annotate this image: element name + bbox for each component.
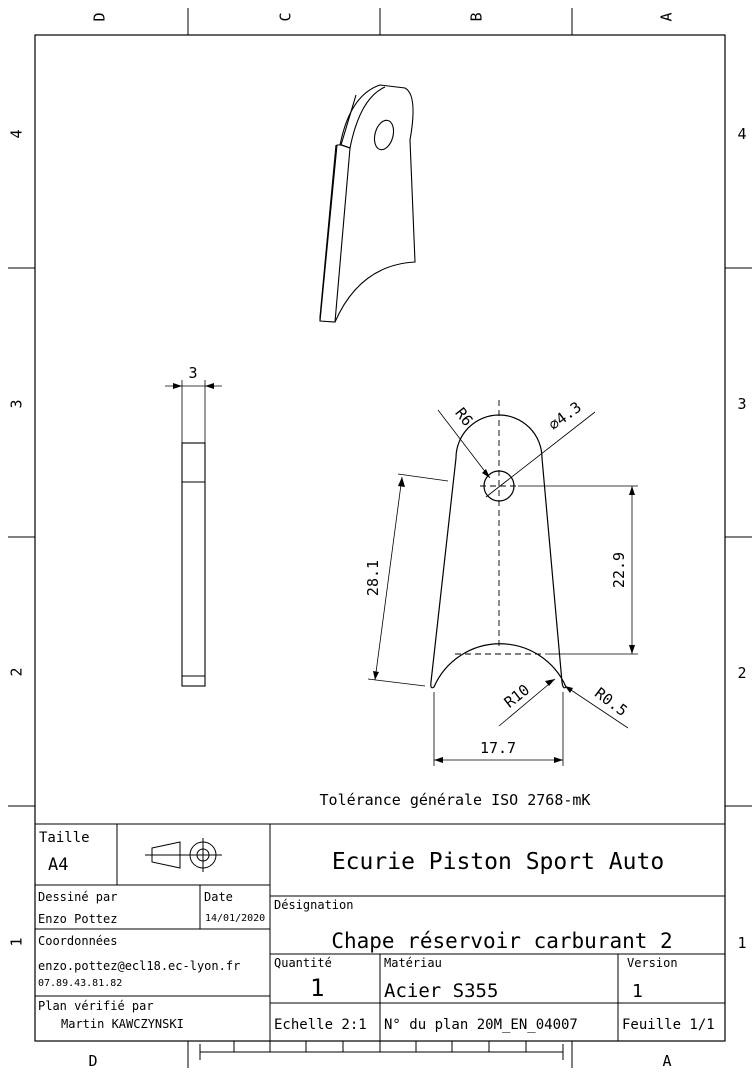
size-value: A4 — [48, 855, 68, 875]
contact-email: enzo.pottez@ecl18.ec-lyon.fr — [38, 959, 240, 973]
material-value: Acier S355 — [384, 980, 498, 1002]
tolerance-note: Tolérance générale ISO 2768-mK — [320, 791, 591, 809]
dimension-height-to-arc: 22.9 — [610, 552, 628, 588]
row-label-2-left: 2 — [8, 667, 26, 676]
contact-phone: 07.89.43.81.82 — [38, 978, 122, 989]
drawn-by-label: Dessiné par — [38, 890, 117, 904]
company-name: Ecurie Piston Sport Auto — [332, 849, 664, 875]
row-label-1-left: 1 — [8, 937, 26, 946]
projection-symbol — [145, 838, 222, 872]
column-label-d-bottom: D — [88, 1052, 97, 1070]
row-labels-right: 4 3 2 1 — [737, 125, 746, 952]
dimension-width-bottom: 17.7 — [480, 739, 516, 757]
drawn-by-value: Enzo Pottez — [38, 912, 117, 926]
quantity-label: Quantité — [274, 956, 332, 970]
front-view-centerlines — [455, 400, 545, 655]
checked-by-label: Plan vérifié par — [38, 999, 154, 1013]
column-label-d: D — [91, 12, 109, 21]
dimension-radius-top: R6 — [451, 404, 476, 429]
column-label-a-bottom: A — [662, 1052, 671, 1070]
date-value: 14/01/2020 — [205, 913, 265, 924]
front-view — [430, 414, 567, 689]
column-ticks-top — [187, 8, 573, 35]
version-label: Version — [627, 956, 678, 970]
title-block-grid — [35, 823, 725, 1041]
column-label-b: B — [468, 12, 486, 21]
size-label: Taille — [39, 830, 90, 846]
isometric-view — [319, 84, 416, 323]
row-labels-left: 4 3 2 1 — [8, 129, 26, 946]
version-value: 1 — [632, 981, 643, 1002]
checked-by-value: Martin KAWCZYNSKI — [61, 1017, 184, 1031]
drawing-number: N° du plan 20M_EN_04007 — [384, 1017, 578, 1033]
front-view-dimension-lines — [367, 409, 638, 766]
row-label-3-right: 3 — [737, 395, 746, 413]
column-label-a: A — [658, 12, 676, 21]
side-view — [165, 380, 222, 687]
row-label-1-right: 1 — [737, 934, 746, 952]
row-label-4-right: 4 — [737, 125, 746, 143]
dimension-radius-fillet: R0.5 — [591, 684, 631, 720]
dimension-arrowheads — [373, 469, 635, 763]
row-ticks — [8, 267, 752, 807]
sheet-value: Feuille 1/1 — [622, 1017, 715, 1033]
title-block-text: Taille A4 Ecurie Piston Sport Auto Dessi… — [38, 830, 715, 1033]
scale-value: Echelle 2:1 — [274, 1017, 367, 1033]
designation-label: Désignation — [274, 898, 353, 912]
dimension-hole-diameter: ⌀4.3 — [545, 398, 585, 434]
column-labels-top: D C B A — [91, 12, 676, 21]
drawing-border — [34, 34, 726, 1042]
contact-label: Coordonnées — [38, 934, 117, 948]
quantity-value: 1 — [310, 974, 324, 1002]
row-label-4-left: 4 — [8, 129, 26, 138]
dimension-height-total: 28.1 — [364, 560, 382, 596]
dimension-radius-arc: R10 — [501, 681, 533, 712]
bottom-ruler — [187, 1041, 573, 1068]
material-label: Matériau — [384, 956, 442, 970]
date-label: Date — [204, 890, 233, 904]
row-label-3-left: 3 — [8, 399, 26, 408]
dimension-thickness: 3 — [188, 364, 197, 382]
column-label-c: C — [277, 12, 295, 21]
column-labels-bottom: D A — [88, 1052, 671, 1070]
row-label-2-right: 2 — [737, 664, 746, 682]
designation-value: Chape réservoir carburant 2 — [331, 929, 672, 953]
